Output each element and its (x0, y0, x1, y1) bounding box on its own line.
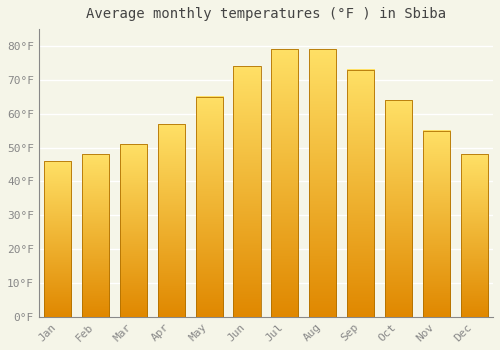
Title: Average monthly temperatures (°F ) in Sbiba: Average monthly temperatures (°F ) in Sb… (86, 7, 446, 21)
